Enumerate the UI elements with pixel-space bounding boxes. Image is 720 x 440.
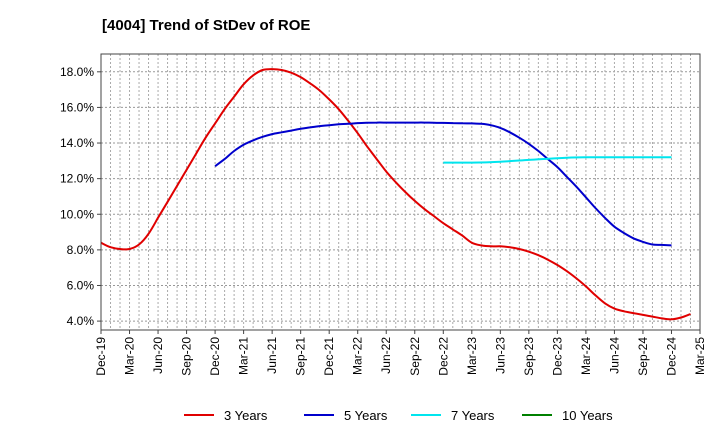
y-tick-label: 4.0% [67, 314, 95, 328]
y-tick-label: 12.0% [60, 172, 94, 186]
x-tick-label: Jun-22 [379, 337, 393, 374]
y-tick-label: 18.0% [60, 65, 94, 79]
y-axis: 4.0% 6.0% 8.0% 10.0% 12.0% 14.0% 16.0% 18.0% [60, 65, 101, 328]
x-tick-label: Dec-19 [94, 337, 108, 376]
plot-area [100, 53, 701, 331]
series-line-3-years [100, 68, 691, 321]
x-tick-label: Dec-20 [208, 337, 222, 376]
x-tick-label: Jun-20 [151, 337, 165, 374]
x-tick-label: Jun-24 [607, 337, 621, 374]
x-tick-label: Mar-24 [579, 337, 593, 375]
x-tick-label: Dec-21 [322, 337, 336, 376]
legend-label: 10 Years [562, 408, 613, 423]
x-tick-label: Mar-22 [351, 337, 365, 375]
x-tick-label: Dec-24 [664, 337, 678, 376]
y-tick-label: 10.0% [60, 207, 94, 221]
chart-grid [100, 54, 701, 330]
x-tick-label: Sep-23 [522, 337, 536, 376]
x-tick-label: Jun-23 [493, 337, 507, 374]
y-tick-label: 14.0% [60, 136, 94, 150]
legend: 3 Years 5 Years 7 Years 10 Years [184, 408, 613, 423]
series-layer [100, 68, 691, 321]
x-tick-label: Sep-22 [408, 337, 422, 376]
x-tick-label: Dec-22 [436, 337, 450, 376]
y-tick-label: 8.0% [67, 243, 95, 257]
x-tick-label: Dec-23 [550, 337, 564, 376]
x-tick-label: Sep-21 [294, 337, 308, 376]
x-tick-label: Sep-24 [636, 337, 650, 376]
x-tick-label: Mar-23 [465, 337, 479, 375]
chart-title: [4004] Trend of StDev of ROE [102, 17, 310, 34]
legend-label: 3 Years [224, 408, 268, 423]
legend-label: 5 Years [344, 408, 388, 423]
x-tick-label: Mar-21 [237, 337, 251, 375]
y-tick-label: 6.0% [67, 278, 95, 292]
x-tick-label: Mar-25 [693, 337, 707, 375]
legend-label: 7 Years [451, 408, 495, 423]
x-tick-label: Mar-20 [123, 337, 137, 375]
y-tick-label: 16.0% [60, 100, 94, 114]
x-tick-label: Jun-21 [265, 337, 279, 374]
series-line-5-years [214, 121, 672, 247]
x-axis: Dec-19 Mar-20 Jun-20 Sep-20 Dec-20 Mar-21 Jun-… [94, 330, 707, 376]
series-line-7-years [443, 156, 672, 164]
x-tick-label: Sep-20 [180, 337, 194, 376]
